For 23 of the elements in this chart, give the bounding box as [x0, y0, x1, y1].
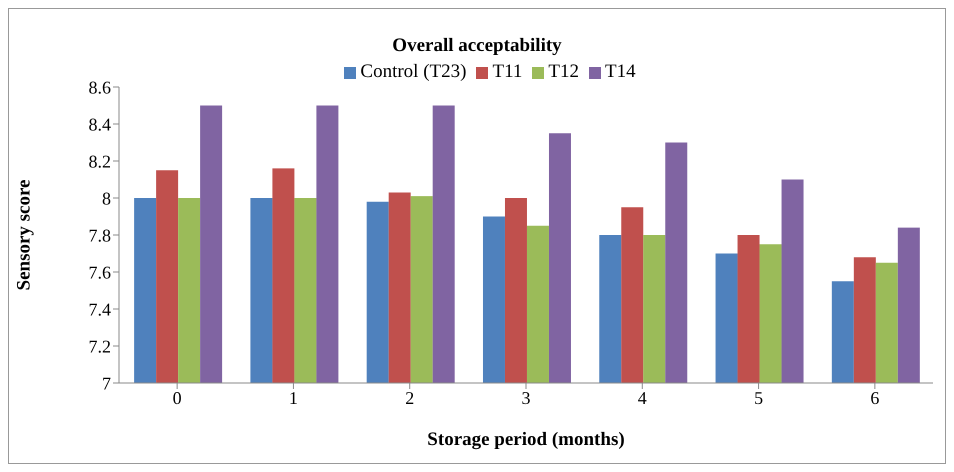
x-tick-label: 4 — [638, 388, 647, 408]
x-tick-label: 1 — [288, 388, 298, 408]
y-tick-label: 7.6 — [88, 262, 111, 282]
legend-label: T11 — [492, 61, 522, 82]
y-tick-label: 8.4 — [88, 114, 111, 134]
chart-title: Overall acceptability — [391, 35, 563, 57]
y-tick-label: 7.2 — [88, 336, 111, 356]
y-tick-label: 7.8 — [88, 225, 111, 246]
x-tick-label: 3 — [522, 388, 530, 408]
legend-label: T14 — [604, 61, 636, 82]
x-tick-label: 2 — [405, 388, 414, 408]
x-tick-label: 0 — [172, 388, 182, 408]
y-tick-label: 7.4 — [88, 299, 111, 320]
legend-label: Control (T23) — [360, 61, 466, 82]
y-tick-label: 8 — [102, 188, 111, 208]
y-tick-label: 7 — [102, 373, 111, 394]
y-tick-label: 8.2 — [88, 151, 111, 172]
y-axis-title: Sensory score — [14, 180, 35, 290]
legend-label: T12 — [548, 61, 579, 82]
y-tick-label: 8.6 — [88, 77, 111, 98]
x-tick-label: 6 — [870, 388, 880, 408]
x-tick-label: 5 — [754, 388, 764, 408]
x-axis-title: Storage period (months) — [427, 429, 625, 450]
